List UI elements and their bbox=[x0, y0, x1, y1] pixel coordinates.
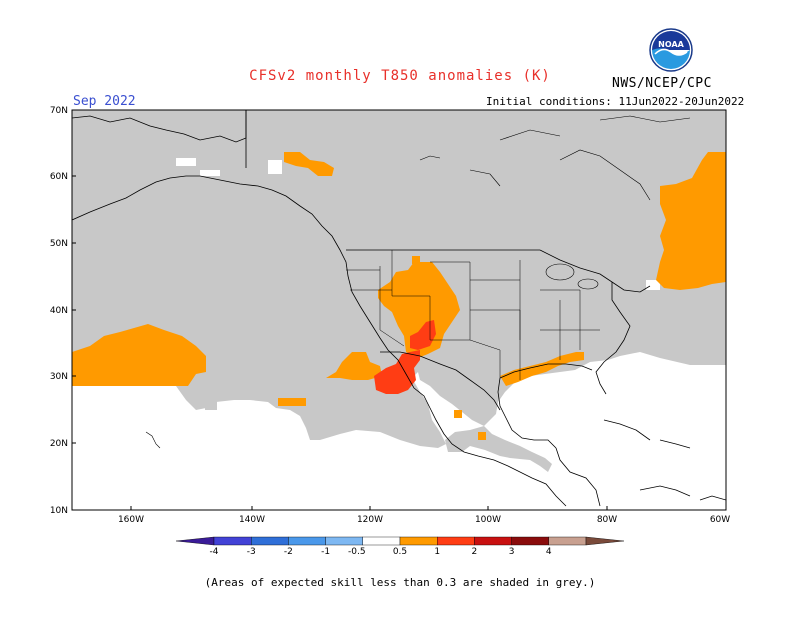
colorbar-bin bbox=[585, 536, 625, 546]
colorbar-bin bbox=[474, 536, 512, 546]
anomaly-area-sonora bbox=[374, 350, 420, 394]
longitude-label: 60W bbox=[710, 515, 730, 525]
logo-text: NOAA bbox=[658, 40, 684, 49]
colorbar-bin bbox=[399, 536, 438, 546]
agency-label: NWS/NCEP/CPC bbox=[612, 76, 712, 91]
skill-gap bbox=[268, 160, 282, 174]
anomaly-area-small bbox=[454, 410, 462, 418]
colorbar-bin bbox=[175, 536, 215, 546]
colorbar-bin bbox=[250, 536, 289, 546]
skill-gap bbox=[176, 158, 196, 166]
latitude-label: 50N bbox=[50, 239, 68, 249]
colorbar-tick-label: 4 bbox=[546, 547, 552, 557]
longitude-labels: 160W 140W 120W 100W 80W 60W bbox=[118, 506, 730, 525]
low-skill-region bbox=[205, 400, 217, 410]
anomaly-area-small bbox=[412, 256, 420, 264]
colorbar-tick-label: 3 bbox=[509, 547, 515, 557]
skill-note: (Areas of expected skill less than 0.3 a… bbox=[204, 576, 596, 589]
anomaly-area-yukon bbox=[284, 152, 334, 176]
anomaly-area-small bbox=[478, 432, 486, 440]
longitude-label: 120W bbox=[357, 515, 383, 525]
latitude-label: 40N bbox=[50, 306, 68, 316]
colorbar-tick-label: -1 bbox=[321, 547, 330, 557]
latitude-label: 70N bbox=[50, 106, 68, 116]
skill-gap bbox=[200, 170, 220, 176]
longitude-label: 140W bbox=[239, 515, 265, 525]
colorbar-bin bbox=[288, 536, 326, 546]
initial-conditions-label: Initial conditions: 11Jun2022-20Jun2022 bbox=[486, 95, 745, 108]
anomaly-area-gulf bbox=[500, 352, 584, 386]
longitude-label: 80W bbox=[597, 515, 617, 525]
anomaly-area-arizona bbox=[410, 320, 436, 350]
anomaly-area-pacific bbox=[72, 324, 206, 386]
longitude-label: 100W bbox=[475, 515, 501, 525]
latitude-label: 30N bbox=[50, 372, 68, 382]
latitude-labels: 70N 60N 50N 40N 30N 20N 10N bbox=[50, 106, 76, 516]
colorbar-tick-label: 0.5 bbox=[393, 547, 407, 557]
colorbar-tick-label: -2 bbox=[284, 547, 293, 557]
colorbar-bin bbox=[362, 536, 401, 546]
latitude-label: 20N bbox=[50, 439, 68, 449]
anomaly-area-quebec bbox=[656, 152, 726, 290]
colorbar-tick-label: -4 bbox=[210, 547, 219, 557]
anomaly-area-baja-offshore bbox=[326, 352, 382, 380]
coastlines bbox=[72, 110, 726, 507]
map-title: CFSv2 monthly T850 anomalies (K) bbox=[249, 68, 551, 84]
state-borders bbox=[346, 250, 600, 380]
colorbar-tick-label: 1 bbox=[434, 547, 440, 557]
anomaly-area-pacific-small bbox=[278, 398, 306, 406]
colorbar-bin bbox=[511, 536, 550, 546]
latitude-label: 60N bbox=[50, 172, 68, 182]
skill-gap bbox=[646, 280, 660, 290]
lakes-and-islands bbox=[145, 115, 691, 449]
colorbar-bin bbox=[437, 536, 475, 546]
noaa-logo: NOAA bbox=[649, 28, 693, 72]
colorbar-tick-label: 2 bbox=[472, 547, 478, 557]
colorbar-bin bbox=[548, 536, 587, 546]
longitude-label: 160W bbox=[118, 515, 144, 525]
valid-month-label: Sep 2022 bbox=[73, 94, 136, 109]
colorbar-bin bbox=[213, 536, 252, 546]
latitude-label: 10N bbox=[50, 506, 68, 516]
colorbar-bin bbox=[325, 536, 364, 546]
anomaly-area-rockies bbox=[378, 262, 460, 358]
colorbar-tick-label: -3 bbox=[247, 547, 256, 557]
colorbar-tick-label: -0.5 bbox=[348, 547, 366, 557]
